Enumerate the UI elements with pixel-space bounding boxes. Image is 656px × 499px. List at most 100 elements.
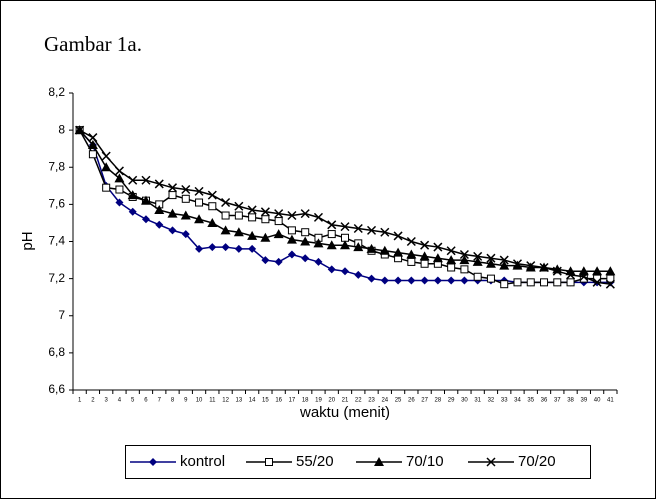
data-point xyxy=(234,211,243,220)
data-point xyxy=(87,139,98,149)
data-point xyxy=(128,175,138,185)
data-point xyxy=(127,190,138,200)
data-point xyxy=(486,253,496,263)
x-tick-label: 25 xyxy=(395,398,402,404)
data-point xyxy=(486,274,495,283)
data-point xyxy=(446,255,457,265)
data-point xyxy=(75,125,85,135)
data-point xyxy=(221,211,230,220)
data-point xyxy=(553,278,562,287)
x-tick-label: 11 xyxy=(209,398,216,404)
data-point xyxy=(274,217,283,226)
x-tick-label: 34 xyxy=(514,398,521,404)
data-point xyxy=(512,260,523,270)
data-point xyxy=(167,208,178,218)
legend-label: 70/20 xyxy=(518,453,556,470)
x-tick-label: 15 xyxy=(262,398,269,404)
x-tick-label: 14 xyxy=(249,398,256,404)
x-tick-label: 10 xyxy=(196,398,203,404)
data-point xyxy=(379,245,390,255)
data-point xyxy=(101,151,111,161)
data-point xyxy=(407,257,416,266)
data-point xyxy=(420,259,429,268)
data-point xyxy=(460,276,469,285)
x-tick-label: 1 xyxy=(78,398,82,404)
data-point xyxy=(340,222,350,232)
data-point xyxy=(128,207,137,216)
data-point xyxy=(393,231,403,241)
legend-marker xyxy=(486,457,496,467)
data-point xyxy=(605,266,616,276)
y-tick-label: 6,8 xyxy=(48,345,65,359)
chart-title: Gambar 1a. xyxy=(44,32,142,56)
x-tick-label: 16 xyxy=(275,398,282,404)
x-tick-label: 8 xyxy=(171,398,175,404)
data-point xyxy=(326,240,337,250)
data-point xyxy=(168,191,177,200)
x-tick-label: 4 xyxy=(118,398,122,404)
y-axis-label: pH xyxy=(19,231,36,250)
data-point xyxy=(114,166,124,176)
y-tick-label: 6,6 xyxy=(48,382,65,396)
x-tick-label: 41 xyxy=(607,398,614,404)
data-point xyxy=(380,227,390,237)
data-point xyxy=(208,202,217,211)
data-point xyxy=(274,209,284,219)
data-point xyxy=(313,212,323,222)
y-tick-label: 7,8 xyxy=(48,159,65,173)
x-tick-label: 29 xyxy=(448,398,455,404)
data-point xyxy=(260,207,270,217)
legend-label: kontrol xyxy=(180,453,225,470)
data-point xyxy=(207,217,218,227)
data-point xyxy=(432,253,443,263)
data-point xyxy=(526,278,535,287)
data-point xyxy=(248,244,257,253)
data-point xyxy=(195,244,204,253)
data-point xyxy=(354,270,363,279)
data-point xyxy=(419,251,430,261)
data-point xyxy=(366,243,377,253)
x-tick-label: 13 xyxy=(236,398,243,404)
data-point xyxy=(566,270,576,280)
data-point xyxy=(195,198,204,207)
data-point xyxy=(101,162,112,172)
data-point xyxy=(499,260,510,270)
data-point xyxy=(579,272,589,282)
data-point xyxy=(287,226,296,235)
data-point xyxy=(234,201,244,211)
data-point xyxy=(353,223,363,234)
x-tick-label: 30 xyxy=(461,398,468,404)
data-point xyxy=(154,179,164,189)
y-tick-label: 7,4 xyxy=(48,234,65,248)
data-point xyxy=(526,261,536,271)
x-tick-label: 3 xyxy=(104,398,108,404)
data-point xyxy=(446,246,456,256)
data-point xyxy=(525,262,536,272)
data-point xyxy=(460,265,469,274)
y-tick-label: 7,2 xyxy=(48,271,65,285)
data-point xyxy=(327,265,336,274)
data-point xyxy=(233,227,244,237)
x-tick-label: 24 xyxy=(381,398,388,404)
y-tick-label: 8,2 xyxy=(48,85,65,99)
legend-label: 55/20 xyxy=(296,453,334,470)
legend-marker xyxy=(374,457,384,466)
data-point xyxy=(140,195,151,205)
data-point xyxy=(274,257,283,266)
data-point xyxy=(367,225,377,235)
x-tick-label: 26 xyxy=(408,398,415,404)
data-point xyxy=(605,279,615,289)
data-point xyxy=(406,236,416,247)
data-point xyxy=(459,255,470,265)
data-point xyxy=(447,276,456,285)
data-point xyxy=(300,236,311,246)
data-point xyxy=(248,213,257,222)
x-tick-label: 6 xyxy=(144,398,148,404)
data-point xyxy=(168,226,177,235)
data-point xyxy=(88,133,98,143)
data-point xyxy=(261,215,270,224)
data-point xyxy=(273,229,284,239)
data-point xyxy=(260,232,271,242)
data-point xyxy=(500,280,509,289)
